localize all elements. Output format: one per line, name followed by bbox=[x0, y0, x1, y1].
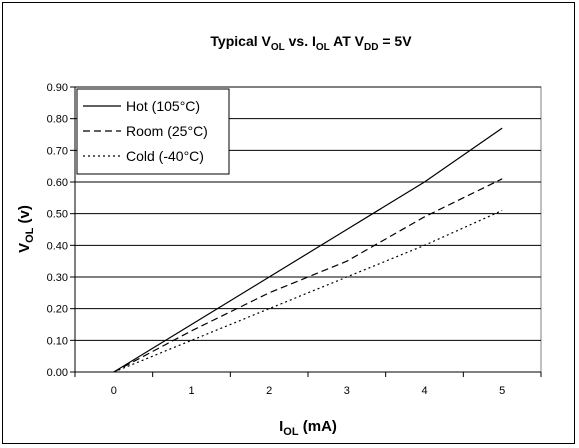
chart-svg: Typical VOL vs. IOL AT VDD = 5V 0 1 2 3 4 5 0… bbox=[16, 33, 542, 438]
x-tick-label: 5 bbox=[499, 385, 505, 397]
y-axis: 0.00 0.10 0.20 0.30 0.40 0.50 0.60 0.70 0.80 0.90 bbox=[47, 82, 76, 379]
chart-title: Typical VOL vs. IOL AT VDD = 5V bbox=[210, 33, 412, 53]
x-tick-label: 4 bbox=[421, 385, 427, 397]
x-tick-label: 2 bbox=[266, 385, 272, 397]
y-tick-label: 0.80 bbox=[47, 114, 68, 126]
y-tick-label: 0.90 bbox=[47, 82, 68, 94]
legend-label: Room (25°C) bbox=[126, 123, 208, 139]
grid-lines bbox=[75, 86, 541, 341]
x-axis: 0 1 2 3 4 5 bbox=[74, 371, 542, 397]
legend-box bbox=[76, 88, 230, 175]
y-tick-label: 0.00 bbox=[47, 367, 68, 379]
x-tick-label: 1 bbox=[188, 385, 194, 397]
legend-label: Cold (-40°C) bbox=[126, 148, 204, 164]
y-tick-label: 0.60 bbox=[47, 177, 68, 189]
y-tick-label: 0.70 bbox=[47, 145, 68, 157]
legend-label: Hot (105°C) bbox=[126, 98, 200, 114]
x-tick-label: 0 bbox=[111, 385, 117, 397]
legend: Hot (105°C) Room (25°C) Cold (-40°C) bbox=[76, 88, 230, 175]
y-tick-label: 0.50 bbox=[47, 209, 68, 221]
legend-items: Hot (105°C) Room (25°C) Cold (-40°C) bbox=[83, 98, 208, 164]
y-tick-label: 0.30 bbox=[47, 272, 68, 284]
series-line bbox=[113, 127, 503, 373]
y-tick-label: 0.20 bbox=[47, 304, 68, 316]
x-tick-label: 3 bbox=[344, 385, 350, 397]
x-axis-title: IOL (mA) bbox=[279, 418, 337, 438]
chart-frame: Typical VOL vs. IOL AT VDD = 5V 0 1 2 3 4 5 0… bbox=[2, 2, 575, 444]
y-axis-title: VOL (v) bbox=[16, 205, 36, 253]
y-tick-label: 0.10 bbox=[47, 335, 68, 347]
y-tick-label: 0.40 bbox=[47, 240, 68, 252]
series-layer bbox=[113, 127, 503, 373]
